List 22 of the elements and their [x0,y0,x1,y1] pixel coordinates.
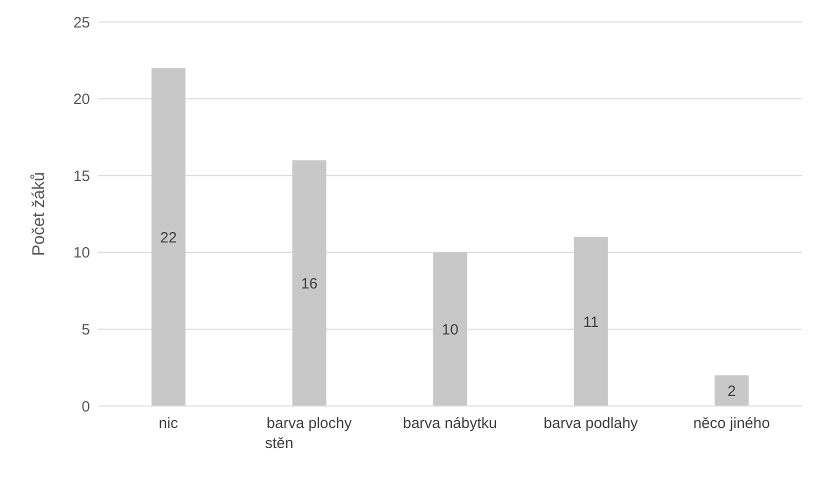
y-tick-label: 25 [73,14,90,32]
bar [292,160,326,406]
data-label: 22 [160,229,177,246]
data-label: 16 [300,275,318,292]
x-tick-label: barva podlahy [544,415,638,432]
x-tick-label: barva nábytku [402,415,498,432]
bar [433,252,468,406]
y-tick-label: 15 [73,168,90,185]
y-tick-label: 5 [82,322,90,339]
data-label: 2 [728,382,736,400]
x-tick-label: barva plochy stěn [265,415,352,452]
bar [574,237,608,406]
bar [152,68,186,406]
data-label: 10 [442,322,458,339]
x-tick-label: něco jiného [693,415,770,432]
data-label: 11 [583,314,599,331]
y-tick-label: 10 [73,244,90,262]
y-axis-title: Počet žáků [29,172,48,256]
y-tick-label: 0 [82,398,90,416]
y-tick-label: 20 [73,91,90,108]
x-tick-label: nic [158,415,178,432]
bar [714,375,749,406]
